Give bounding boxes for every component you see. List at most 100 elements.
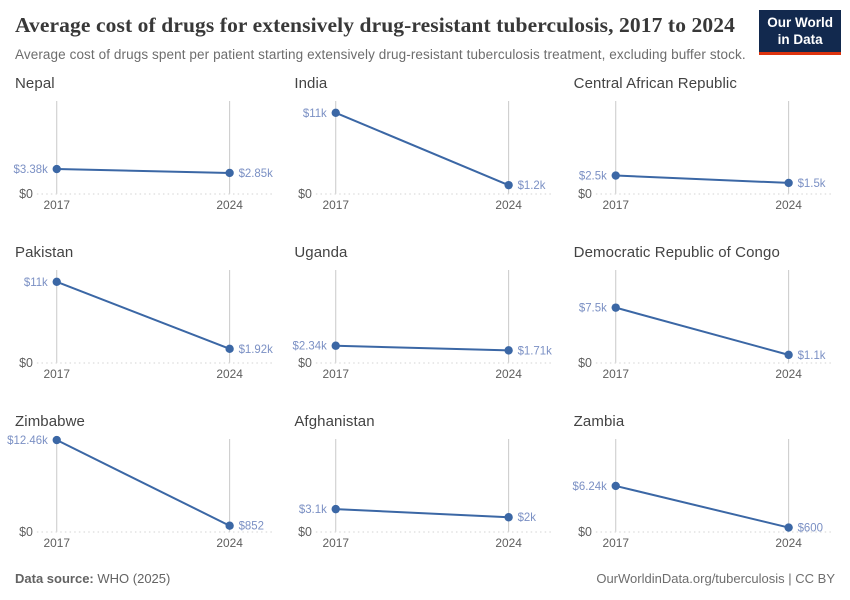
data-point-2017 bbox=[611, 481, 620, 490]
x-tick-2024: 2024 bbox=[496, 367, 523, 381]
facet-chart: $0 2017 2024 $3.1k $2k bbox=[298, 438, 554, 550]
data-point-2024 bbox=[225, 521, 234, 530]
data-point-2017 bbox=[611, 303, 620, 312]
facet-india: India $0 2017 2024 $11k $1.2k bbox=[294, 75, 555, 233]
x-tick-2017: 2017 bbox=[43, 536, 70, 550]
data-source: Data source: WHO (2025) bbox=[15, 571, 170, 586]
y-zero-label: $0 bbox=[298, 525, 312, 539]
owid-link: OurWorldinData.org/tuberculosis | CC BY bbox=[596, 571, 835, 586]
value-label-2017: $11k bbox=[24, 276, 48, 288]
x-tick-2017: 2017 bbox=[323, 367, 350, 381]
x-tick-2024: 2024 bbox=[496, 197, 523, 211]
value-label-2024: $2k bbox=[518, 512, 537, 524]
data-source-label: Data source: bbox=[15, 571, 94, 586]
x-tick-2017: 2017 bbox=[43, 367, 70, 381]
facet-chart: $0 2017 2024 $11k $1.92k bbox=[19, 269, 275, 381]
facet-uganda: Uganda $0 2017 2024 $2.34k $1.71k bbox=[293, 243, 555, 402]
facet-central-african-republic: Central African Republic $0 2017 2024 $2.5k… bbox=[574, 75, 835, 233]
facet-chart: $0 2017 2024 $6.24k $600 bbox=[572, 438, 834, 550]
value-label-2024: $2.85k bbox=[239, 167, 274, 179]
x-tick-2024: 2024 bbox=[775, 367, 802, 381]
value-label-2024: $1.71k bbox=[518, 345, 553, 357]
value-label-2024: $600 bbox=[797, 522, 822, 534]
data-point-2024 bbox=[504, 345, 514, 355]
value-label-2017: $11k bbox=[303, 107, 327, 119]
owid-logo-line1: Our World bbox=[767, 15, 833, 30]
facet-title: Nepal bbox=[15, 74, 55, 92]
owid-logo-line2: in Data bbox=[777, 31, 823, 47]
facet-chart: $0 2017 2024 $2.34k $1.71k bbox=[293, 269, 554, 381]
data-line bbox=[335, 111, 510, 186]
y-zero-label: $0 bbox=[578, 525, 592, 539]
data-point-2024 bbox=[225, 168, 234, 177]
x-tick-2024: 2024 bbox=[216, 197, 243, 211]
y-zero-label: $0 bbox=[19, 186, 33, 200]
facet-title: India bbox=[294, 74, 328, 92]
data-line bbox=[336, 344, 509, 352]
facet-zambia: Zambia $0 2017 2024 $6.24k $600 bbox=[572, 412, 835, 571]
data-point-2017 bbox=[52, 277, 61, 286]
value-label-2024: $1.92k bbox=[239, 343, 274, 355]
owid-logo: Our World in Data bbox=[759, 10, 841, 55]
data-line bbox=[615, 306, 789, 356]
data-line bbox=[56, 167, 230, 174]
facet-zimbabwe: Zimbabwe $0 2017 2024 $12.46k $852 bbox=[7, 412, 276, 571]
facet-grid: Nepal $0 2017 2024 $3.38k $2.85k India $0 201… bbox=[7, 74, 835, 571]
y-zero-label: $0 bbox=[578, 356, 592, 370]
x-tick-2017: 2017 bbox=[602, 536, 629, 550]
facet-title: Afghanistan bbox=[294, 412, 375, 430]
facet-title: Zimbabwe bbox=[15, 412, 85, 430]
data-point-2017 bbox=[331, 108, 341, 117]
value-label-2017: $3.1k bbox=[299, 504, 327, 516]
chart-header: Average cost of drugs for extensively dr… bbox=[15, 10, 841, 62]
facet-chart: $0 2017 2024 $11k $1.2k bbox=[298, 100, 554, 212]
data-point-2024 bbox=[504, 180, 514, 189]
x-tick-2024: 2024 bbox=[775, 536, 802, 550]
data-line bbox=[56, 438, 231, 527]
data-point-2017 bbox=[331, 504, 341, 514]
x-tick-2024: 2024 bbox=[216, 367, 243, 381]
facet-pakistan: Pakistan $0 2017 2024 $11k $1.92k bbox=[15, 244, 276, 402]
data-point-2017 bbox=[52, 435, 61, 445]
data-point-2017 bbox=[331, 341, 341, 350]
value-label-2017: $2.5k bbox=[579, 170, 607, 182]
y-zero-label: $0 bbox=[298, 186, 312, 200]
facet-title: Uganda bbox=[294, 243, 348, 261]
page-title: Average cost of drugs for extensively dr… bbox=[15, 13, 735, 37]
data-point-2017 bbox=[611, 170, 620, 180]
facet-title: Central African Republic bbox=[573, 74, 737, 92]
value-label-2024: $852 bbox=[239, 521, 264, 533]
data-line bbox=[615, 174, 789, 184]
data-line bbox=[336, 507, 510, 519]
data-line bbox=[615, 484, 789, 529]
x-tick-2024: 2024 bbox=[496, 536, 523, 550]
facet-nepal: Nepal $0 2017 2024 $3.38k $2.85k bbox=[14, 74, 276, 233]
facet-chart: $0 2017 2024 $7.5k $1.1k bbox=[578, 269, 834, 381]
x-tick-2024: 2024 bbox=[775, 197, 802, 211]
value-label-2024: $1.5k bbox=[797, 177, 825, 189]
value-label-2024: $1.1k bbox=[797, 350, 825, 362]
x-tick-2017: 2017 bbox=[43, 197, 70, 211]
data-point-2024 bbox=[504, 512, 514, 522]
data-point-2024 bbox=[225, 344, 234, 353]
facet-afghanistan: Afghanistan $0 2017 2024 $3.1k $2k bbox=[294, 413, 555, 571]
x-tick-2017: 2017 bbox=[323, 536, 350, 550]
x-tick-2024: 2024 bbox=[216, 536, 243, 550]
x-tick-2017: 2017 bbox=[602, 197, 629, 211]
value-label-2017: $6.24k bbox=[572, 481, 607, 493]
value-label-2017: $12.46k bbox=[7, 435, 48, 447]
data-point-2024 bbox=[784, 523, 793, 532]
data-line bbox=[56, 280, 230, 350]
value-label-2017: $2.34k bbox=[293, 340, 328, 352]
facet-chart: $0 2017 2024 $12.46k $852 bbox=[7, 435, 275, 550]
value-label-2017: $7.5k bbox=[579, 302, 607, 314]
y-zero-label: $0 bbox=[19, 525, 33, 539]
chart-subtitle: Average cost of drugs spent per patient … bbox=[15, 46, 746, 62]
facet-title: Pakistan bbox=[15, 243, 74, 261]
value-label-2024: $1.2k bbox=[518, 180, 546, 192]
facet-title: Zambia bbox=[573, 412, 625, 430]
data-point-2024 bbox=[784, 178, 793, 187]
y-zero-label: $0 bbox=[578, 186, 592, 200]
data-point-2024 bbox=[784, 350, 793, 359]
